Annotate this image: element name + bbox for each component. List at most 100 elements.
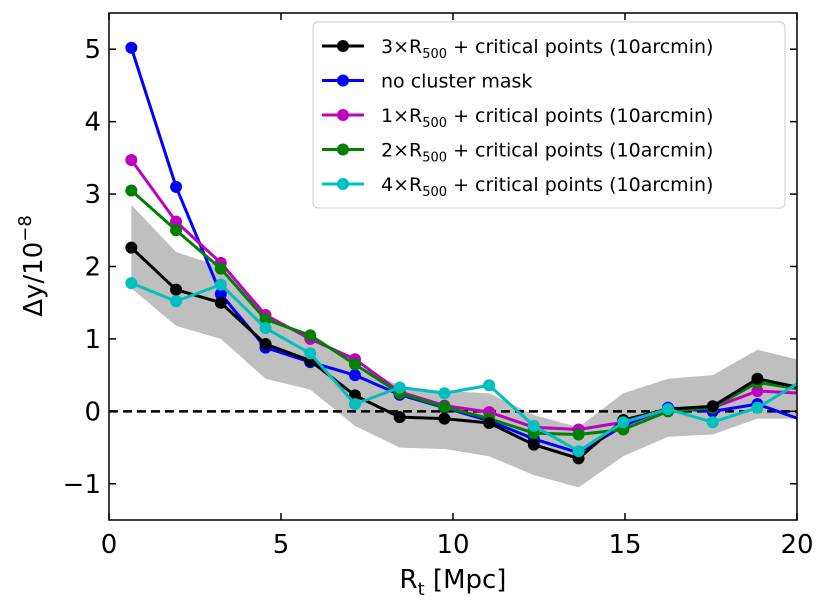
legend-label-main: 2×R: [381, 140, 422, 162]
legend-label: 4×R500 + critical points (10arcmin): [381, 174, 713, 200]
legend-label-suffix: + critical points (10arcmin): [447, 140, 713, 162]
data-point: [170, 283, 183, 296]
data-point: [170, 224, 183, 237]
legend-entry-3: 1×R500 + critical points (10arcmin): [322, 105, 713, 131]
data-point: [527, 438, 540, 451]
data-point: [572, 445, 585, 458]
legend-label-suffix: + critical points (10arcmin): [447, 105, 713, 127]
data-point: [214, 296, 227, 309]
data-point: [304, 329, 317, 342]
x-axis-label-sub: t: [418, 579, 425, 600]
data-point: [617, 416, 630, 429]
legend-box: [312, 21, 786, 209]
data-point: [170, 295, 183, 308]
y-tick-label: 1: [84, 325, 101, 355]
data-point: [796, 416, 797, 424]
legend-label-suffix: + critical points (10arcmin): [447, 174, 713, 196]
legend-marker: [337, 178, 349, 190]
data-point: [214, 278, 227, 291]
data-point: [125, 41, 138, 54]
series-layer: [125, 41, 797, 465]
legend-label-main: 4×R: [381, 174, 422, 196]
data-point: [348, 398, 361, 411]
legend-marker: [337, 40, 349, 52]
x-tick-label: 20: [780, 530, 813, 560]
data-point: [259, 313, 272, 326]
legend-label: 2×R500 + critical points (10arcmin): [381, 140, 713, 166]
data-point: [796, 385, 797, 392]
data-point: [348, 358, 361, 371]
legend-marker: [337, 74, 349, 87]
legend-label-sub: 500: [422, 185, 447, 200]
y-axis-label-sup: −8: [15, 215, 36, 242]
data-point: [125, 154, 138, 167]
y-tick-label: 2: [84, 253, 101, 283]
data-point: [483, 379, 496, 392]
plot-frame: [108, 12, 798, 521]
data-point: [796, 377, 797, 384]
y-tick-label: 4: [84, 108, 101, 138]
data-point: [393, 381, 406, 394]
legend-label: no cluster mask: [381, 71, 532, 93]
data-point: [170, 180, 183, 193]
series-line: [130, 246, 797, 460]
data-point: [706, 416, 719, 429]
y-tick-label: 5: [84, 35, 101, 65]
uncertainty-band: [131, 204, 797, 488]
data-point: [214, 262, 227, 275]
data-point: [796, 386, 797, 393]
y-tick-label: 0: [84, 397, 101, 427]
legend: 3×R500 + critical points (10arcmin)no cl…: [312, 21, 786, 209]
uncertainty-band-layer: [131, 204, 797, 488]
data-point: [170, 215, 183, 228]
legend-entry-5: 4×R500 + critical points (10arcmin): [322, 174, 713, 200]
legend-entry-2: no cluster mask: [322, 71, 532, 93]
data-point: [438, 412, 451, 425]
legend-marker: [337, 109, 349, 121]
x-tick-label: 10: [436, 530, 469, 560]
data-point: [259, 322, 272, 335]
data-point: [572, 428, 585, 441]
data-point: [348, 389, 361, 402]
data-point: [662, 403, 674, 416]
data-point: [438, 387, 451, 400]
series-line: [130, 189, 797, 437]
legend-label-sub: 500: [422, 47, 447, 62]
data-point: [796, 390, 797, 397]
data-point: [751, 401, 764, 414]
legend-label-sub: 500: [422, 116, 447, 131]
legend-label: 3×R500 + critical points (10arcmin): [381, 36, 713, 62]
data-point: [125, 184, 138, 197]
legend-label-main: 3×R: [381, 36, 422, 58]
legend-label-main: no cluster mask: [381, 71, 532, 93]
y-axis-label: Δy/10−8: [15, 215, 49, 317]
x-tick-label: 0: [101, 530, 118, 560]
x-axis-label: Rt [Mpc]: [400, 565, 507, 600]
legend-entry-1: 3×R500 + critical points (10arcmin): [322, 36, 713, 62]
x-tick-label: 15: [608, 530, 641, 560]
y-tick-label: −1: [63, 470, 101, 500]
data-point: [706, 400, 719, 413]
data-point: [214, 288, 227, 301]
data-point: [751, 372, 764, 385]
y-axis-label-main: Δy/10: [19, 242, 49, 317]
x-tick-label: 5: [273, 530, 290, 560]
legend-marker: [337, 143, 349, 156]
data-point: [125, 241, 138, 254]
data-point: [259, 337, 272, 350]
data-point: [393, 411, 406, 424]
series-line: [130, 281, 797, 453]
legend-label-main: 1×R: [381, 105, 422, 127]
y-tick-label: 3: [84, 180, 101, 210]
data-point: [125, 277, 138, 290]
data-point: [527, 419, 540, 432]
data-point: [483, 416, 496, 429]
data-point: [304, 347, 317, 360]
legend-label-suffix: + critical points (10arcmin): [447, 36, 713, 58]
x-axis-label-unit: [Mpc]: [425, 565, 507, 595]
legend-label-sub: 500: [422, 151, 447, 166]
data-point: [751, 385, 764, 398]
